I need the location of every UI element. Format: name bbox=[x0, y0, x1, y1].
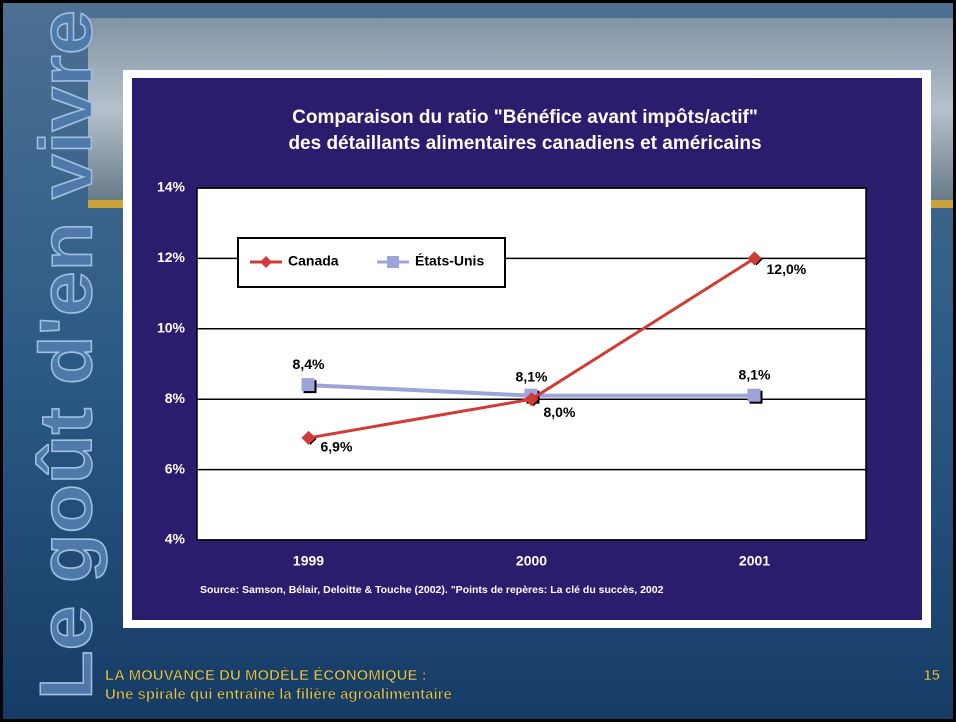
data-label: 8,1% bbox=[739, 366, 771, 382]
y-tick-label: 6% bbox=[165, 460, 186, 476]
legend-label: Canada bbox=[288, 253, 339, 269]
footer-line: Une spirale qui entraîne la filière agro… bbox=[105, 686, 452, 703]
data-label: 8,0% bbox=[544, 404, 576, 420]
footer-line: LA MOUVANCE DU MODÈLE ÉCONOMIQUE : bbox=[105, 667, 427, 684]
x-tick-label: 2000 bbox=[516, 553, 547, 569]
side-title: Le goût d'en vivre bbox=[25, 10, 108, 700]
y-tick-label: 14% bbox=[157, 179, 186, 195]
source-note: Source: Samson, Bélair, Deloitte & Touch… bbox=[200, 584, 664, 596]
data-label: 6,9% bbox=[321, 439, 353, 455]
page-number: 15 bbox=[923, 667, 940, 684]
chart-title: Comparaison du ratio "Bénéfice avant imp… bbox=[292, 107, 758, 128]
data-label: 8,4% bbox=[293, 356, 325, 372]
legend-label: États-Unis bbox=[415, 253, 484, 269]
y-tick-label: 12% bbox=[157, 249, 186, 265]
x-tick-label: 1999 bbox=[293, 553, 324, 569]
y-tick-label: 10% bbox=[157, 320, 186, 336]
y-tick-label: 4% bbox=[165, 531, 186, 547]
y-tick-label: 8% bbox=[165, 390, 186, 406]
chart-title: des détaillants alimentaires canadiens e… bbox=[288, 133, 761, 154]
marker bbox=[748, 389, 761, 402]
slide: Le goût d'en vivre Comparaison du ratio … bbox=[0, 0, 956, 722]
legend-marker bbox=[387, 256, 399, 268]
legend: Canada États-Unis bbox=[238, 238, 505, 287]
marker bbox=[302, 378, 315, 391]
data-label: 8,1% bbox=[516, 368, 548, 384]
data-label: 12,0% bbox=[767, 261, 807, 277]
x-tick-label: 2001 bbox=[739, 553, 770, 569]
